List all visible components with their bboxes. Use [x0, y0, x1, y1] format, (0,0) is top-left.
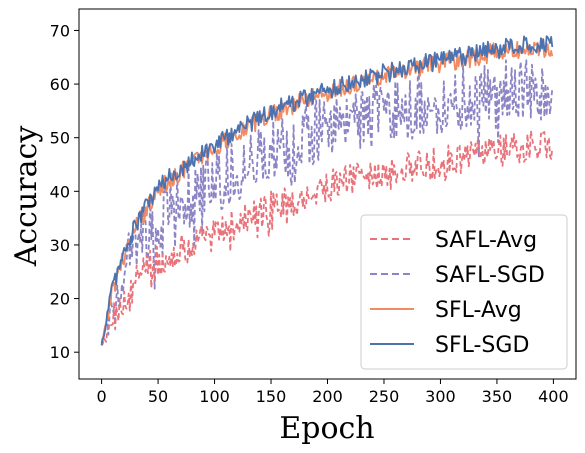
x-tick-label: 350 — [482, 387, 513, 406]
legend-label: SAFL-SGD — [435, 263, 545, 288]
x-tick-label: 50 — [148, 387, 168, 406]
y-tick-label: 10 — [50, 343, 70, 362]
y-axis-ticks: 10 20 30 40 50 60 70 — [50, 21, 79, 362]
y-tick-label: 60 — [50, 75, 70, 94]
legend-label: SFL-SGD — [435, 333, 529, 358]
series-line-sfl-sgd — [100, 35, 554, 346]
x-tick-label: 400 — [538, 387, 569, 406]
series-line-safl-sgd — [100, 59, 554, 344]
series-line-safl-avg — [100, 129, 554, 347]
x-tick-label: 200 — [312, 387, 343, 406]
legend: SAFL-Avg SAFL-SGD SFL-Avg SFL-SGD — [360, 214, 568, 370]
x-tick-label: 150 — [256, 387, 287, 406]
y-axis-title: Accuracy — [9, 126, 44, 268]
x-axis-title: Epoch — [279, 411, 374, 446]
x-axis-ticks: 0 50 100 150 200 250 300 350 400 — [96, 379, 569, 406]
x-tick-label: 300 — [425, 387, 456, 406]
x-tick-label: 100 — [199, 387, 230, 406]
legend-label: SFL-Avg — [435, 298, 522, 323]
series-layer — [100, 35, 554, 347]
y-tick-label: 20 — [50, 290, 70, 309]
y-tick-label: 30 — [50, 236, 70, 255]
y-tick-label: 70 — [50, 21, 70, 40]
y-tick-label: 40 — [50, 182, 70, 201]
x-tick-label: 0 — [96, 387, 106, 406]
x-tick-label: 250 — [369, 387, 400, 406]
y-tick-label: 50 — [50, 129, 70, 148]
legend-box — [360, 214, 568, 370]
legend-label: SAFL-Avg — [435, 228, 537, 253]
